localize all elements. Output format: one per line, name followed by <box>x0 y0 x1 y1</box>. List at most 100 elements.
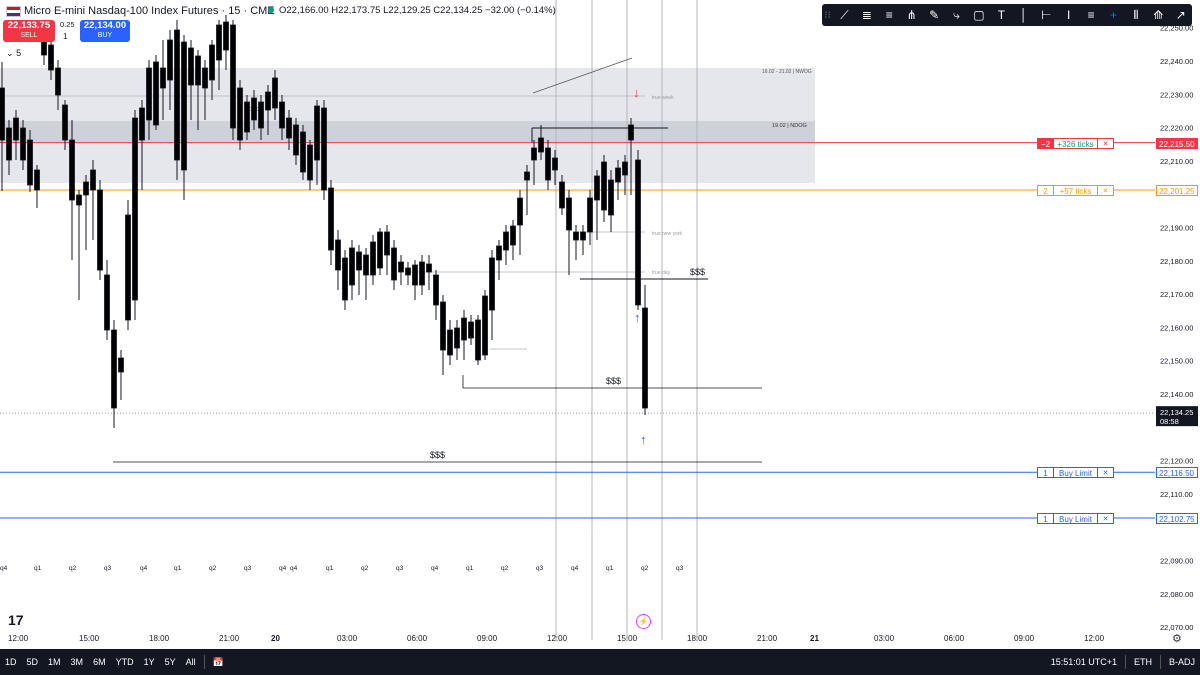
candle[interactable] <box>601 161 607 211</box>
candle[interactable] <box>13 117 19 141</box>
candle[interactable] <box>230 24 236 129</box>
candle[interactable] <box>265 91 271 111</box>
candle[interactable] <box>97 189 103 271</box>
candle[interactable] <box>594 175 600 201</box>
candle[interactable] <box>181 41 187 171</box>
candle[interactable] <box>153 61 159 126</box>
candle[interactable] <box>559 181 565 209</box>
candle[interactable] <box>174 29 180 161</box>
crosshair-icon[interactable]: + <box>1109 8 1117 22</box>
candle[interactable] <box>111 329 117 409</box>
candle[interactable] <box>433 274 439 306</box>
range-ytd-button[interactable]: YTD <box>115 657 134 667</box>
order-label[interactable]: +57 ticks <box>1054 185 1098 197</box>
candle[interactable] <box>258 101 264 129</box>
candle[interactable] <box>426 263 432 273</box>
text-icon[interactable]: T <box>997 8 1006 22</box>
candle[interactable] <box>286 117 292 139</box>
candle[interactable] <box>517 197 523 226</box>
candle[interactable] <box>587 197 593 233</box>
candle[interactable] <box>628 124 634 141</box>
candle[interactable] <box>531 147 537 161</box>
candle[interactable] <box>6 127 12 161</box>
rectangle-icon[interactable]: ▢ <box>973 8 985 22</box>
candle[interactable] <box>503 231 509 251</box>
candle[interactable] <box>167 39 173 81</box>
candle[interactable] <box>27 139 33 186</box>
range-5d-button[interactable]: 5D <box>26 657 39 667</box>
candle[interactable] <box>132 117 138 301</box>
order-tag[interactable]: 1 Buy Limit ✕ <box>1037 467 1114 479</box>
candle[interactable] <box>468 321 474 339</box>
range-6m-button[interactable]: 6M <box>93 657 106 667</box>
candle[interactable] <box>34 169 40 191</box>
candle[interactable] <box>20 127 26 161</box>
date-range-icon[interactable]: 📅 <box>212 656 224 667</box>
candle[interactable] <box>384 231 390 256</box>
candle[interactable] <box>447 329 453 356</box>
order-qty[interactable]: 1 <box>1037 513 1054 525</box>
candle[interactable] <box>139 107 145 141</box>
candle[interactable] <box>202 67 208 89</box>
fib-icon[interactable]: ≣ <box>861 8 872 22</box>
candle[interactable] <box>216 24 222 61</box>
candle[interactable] <box>622 161 628 176</box>
candle[interactable] <box>573 231 579 241</box>
candle[interactable] <box>104 274 110 331</box>
candle[interactable] <box>160 67 166 89</box>
candle[interactable] <box>642 307 648 409</box>
candle[interactable] <box>300 131 306 173</box>
candle[interactable] <box>237 87 243 141</box>
candle[interactable] <box>188 47 194 86</box>
vertical-line-icon[interactable]: │ <box>1020 8 1028 22</box>
lightning-icon[interactable]: ⚡ <box>636 614 651 629</box>
range-3m-button[interactable]: 3M <box>70 657 84 667</box>
candle[interactable] <box>62 104 68 141</box>
cross-line-icon[interactable]: I <box>1066 8 1071 22</box>
candle[interactable] <box>412 264 418 286</box>
close-order-icon[interactable]: ✕ <box>1098 137 1114 149</box>
candle[interactable] <box>125 214 131 321</box>
arrow-icon[interactable]: ↗ <box>1175 8 1186 22</box>
candle[interactable] <box>524 171 530 181</box>
ndog-zone[interactable] <box>0 121 815 142</box>
candle[interactable] <box>608 179 614 216</box>
candle[interactable] <box>251 97 257 121</box>
candle[interactable] <box>377 231 383 269</box>
candle[interactable] <box>510 225 516 246</box>
candle[interactable] <box>83 181 89 196</box>
candle[interactable] <box>405 267 411 276</box>
clock-time[interactable]: 15:51:01 UTC+1 <box>1050 657 1117 667</box>
order-tag[interactable]: 1 Buy Limit ✕ <box>1037 513 1114 525</box>
candle[interactable] <box>391 247 397 281</box>
brush-icon[interactable]: ✎ <box>929 8 940 22</box>
indicators-toggle[interactable]: ⌄ 5 <box>6 48 22 58</box>
tradingview-logo[interactable]: 17 <box>8 612 24 628</box>
candle[interactable] <box>195 55 201 86</box>
candle[interactable] <box>538 137 544 153</box>
candle[interactable] <box>209 44 215 81</box>
candle[interactable] <box>419 261 425 286</box>
candle[interactable] <box>552 157 558 171</box>
order-tag[interactable]: 2 +57 ticks ✕ <box>1037 185 1114 197</box>
candle[interactable] <box>580 231 586 241</box>
candle[interactable] <box>635 159 641 306</box>
order-qty[interactable]: 2 <box>1037 185 1054 197</box>
order-qty[interactable]: 1 <box>1037 467 1054 479</box>
candle[interactable] <box>0 87 5 141</box>
order-qty[interactable]: −2 <box>1037 137 1054 149</box>
candle[interactable] <box>90 169 96 191</box>
candle[interactable] <box>69 139 75 201</box>
order-label[interactable]: Buy Limit <box>1054 513 1098 525</box>
candle[interactable] <box>314 105 320 161</box>
buy-button[interactable]: 22,134.00 BUY <box>80 20 130 42</box>
candle[interactable] <box>146 67 152 121</box>
channel-icon[interactable]: ≡ <box>885 8 893 22</box>
horizontal-line-icon[interactable]: ≡ <box>1087 8 1095 22</box>
candle[interactable] <box>454 327 460 349</box>
price-range-icon[interactable]: ⟰ <box>1153 8 1164 22</box>
session-toggle[interactable]: ETH <box>1133 657 1152 667</box>
order-tag[interactable]: −2 +326 ticks ✕ <box>1037 137 1114 149</box>
order-label[interactable]: Buy Limit <box>1054 467 1098 479</box>
candle[interactable] <box>223 21 229 51</box>
